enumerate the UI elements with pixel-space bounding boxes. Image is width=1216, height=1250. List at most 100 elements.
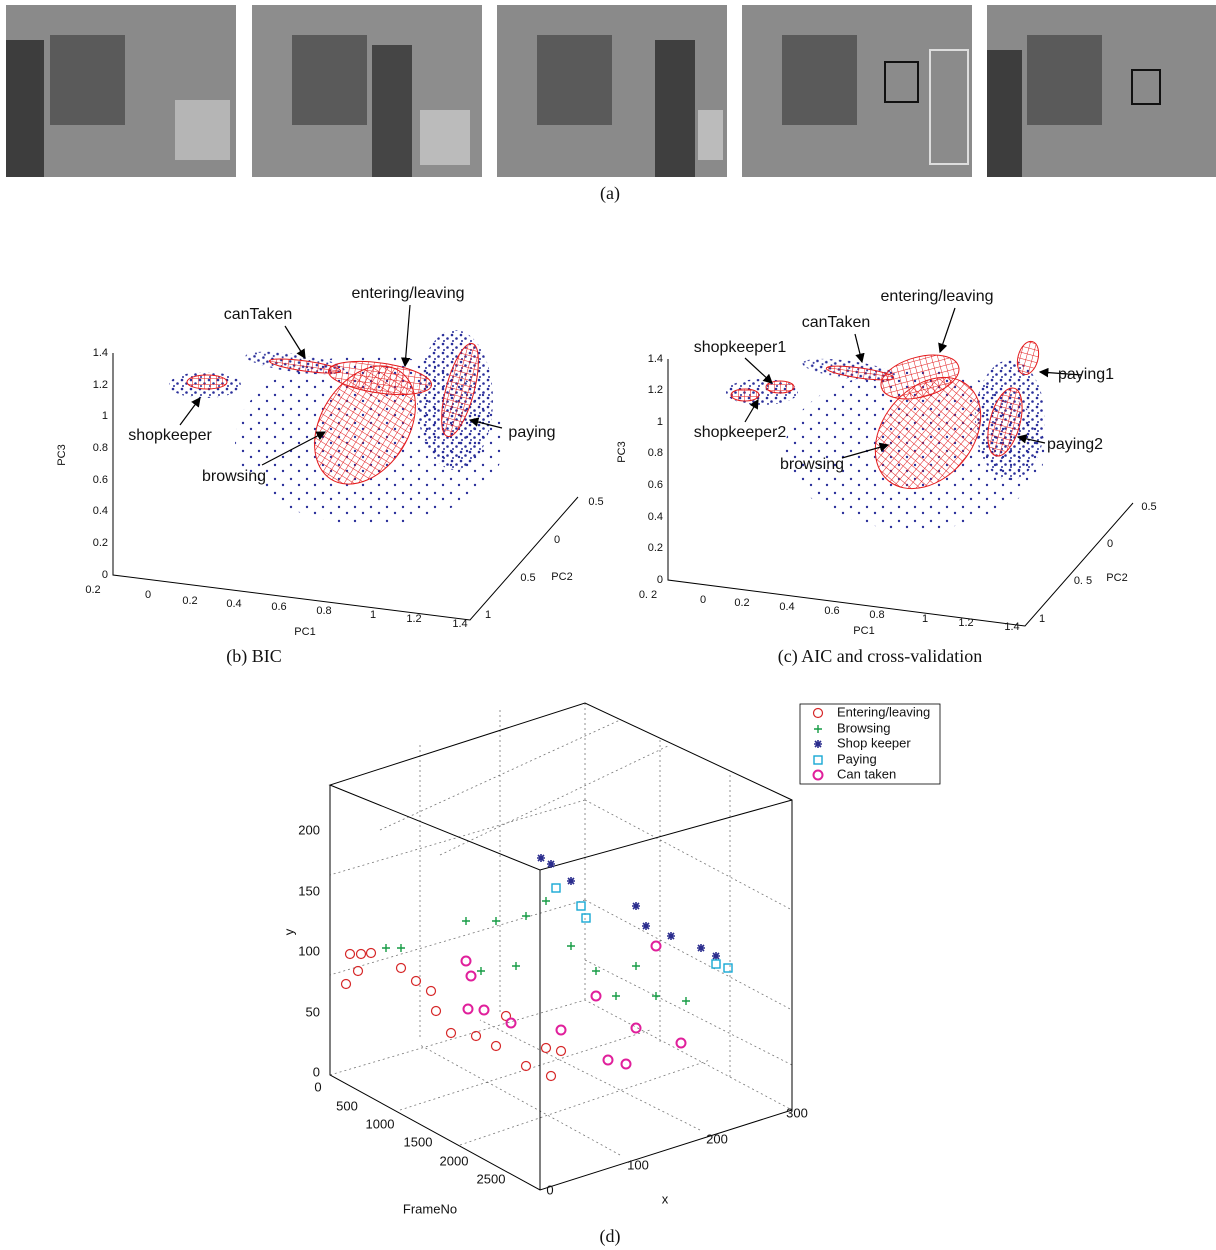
z-tick-label: 0.4 [648, 511, 663, 523]
y-tick-label: 0.5 [1141, 501, 1156, 513]
cluster-ellipse [987, 387, 1023, 457]
annotation: browsing [780, 456, 844, 473]
z-tick-label: 0 [657, 574, 663, 586]
x-tick-label: 0.8 [869, 609, 884, 621]
photo [742, 5, 972, 177]
annotation: shopkeeper [128, 427, 212, 444]
axis-label: PC3 [56, 444, 68, 465]
y-tick-label: 1 [485, 609, 491, 621]
axis-label: PC2 [1106, 572, 1127, 584]
x-tick-label: 1.2 [406, 613, 421, 625]
box [328, 702, 793, 1191]
annotation: canTaken [802, 314, 871, 331]
photo [6, 5, 236, 177]
x-tick-label: 100 [627, 1157, 649, 1172]
frame-tick-label: 1500 [404, 1134, 433, 1149]
cluster-ellipse [730, 388, 760, 402]
x-tick-label: 0. 2 [639, 589, 657, 601]
y-tick-label: 0. 5 [1074, 575, 1092, 587]
y-tick-label: 0.5 [588, 496, 603, 508]
photo [252, 5, 482, 177]
y-tick-label: 100 [298, 943, 320, 958]
plot-d [328, 702, 941, 1191]
x-tick-label: 0 [546, 1182, 553, 1197]
y-tick-label: 0 [313, 1064, 320, 1079]
x-tick-label: 200 [706, 1131, 728, 1146]
x-tick-label: 0.8 [316, 605, 331, 617]
x-tick-label: 1 [922, 613, 928, 625]
axis-label: PC3 [616, 441, 628, 462]
legend-label: Can taken [837, 766, 896, 781]
cluster-ellipse [1016, 340, 1040, 376]
x-tick-label: 0.4 [779, 601, 794, 613]
annotation: canTaken [224, 306, 293, 323]
x-tick-label: 0.2 [734, 597, 749, 609]
z-tick-label: 0.4 [93, 505, 108, 517]
axis-label: x [662, 1191, 669, 1206]
z-tick-label: 1 [657, 416, 663, 428]
annotation: paying1 [1058, 366, 1114, 383]
z-tick-label: 0.2 [648, 542, 663, 554]
photo [987, 5, 1216, 177]
annotation-arrows [179, 304, 503, 466]
caption: (b) BIC [226, 646, 282, 667]
x-tick-label: 1 [370, 609, 376, 621]
grid [329, 703, 793, 1156]
x-tick-label: 0.6 [271, 601, 286, 613]
legend-label: Shop keeper [837, 735, 911, 750]
y-tick-label: 1 [1039, 613, 1045, 625]
x-tick-label: 0.6 [824, 605, 839, 617]
axis-label: PC1 [294, 626, 315, 638]
axes [112, 353, 579, 621]
cluster-ellipse [186, 374, 228, 390]
axis-label: PC1 [853, 625, 874, 637]
annotation: shopkeeper1 [694, 339, 787, 356]
cluster-ellipse [441, 342, 479, 438]
annotation-arrows [744, 307, 1083, 459]
y-tick-label: 0 [554, 534, 560, 546]
z-tick-label: 1 [102, 410, 108, 422]
z-tick-label: 0.2 [93, 537, 108, 549]
legend [799, 703, 941, 785]
x-tick-label: 300 [786, 1105, 808, 1120]
annotation: entering/leaving [881, 288, 994, 305]
cluster-ellipse [314, 365, 416, 485]
y-tick-label: 150 [298, 883, 320, 898]
z-tick-label: 1.4 [648, 353, 663, 365]
legend-label: Browsing [837, 720, 890, 735]
z-tick-label: 0.6 [648, 479, 663, 491]
caption: (a) [600, 183, 620, 204]
y-tick-label: 200 [298, 822, 320, 837]
axes [667, 359, 1134, 627]
z-tick-label: 0 [102, 569, 108, 581]
z-tick-label: 1.2 [93, 379, 108, 391]
annotation: entering/leaving [352, 285, 465, 302]
legend-label: Paying [837, 751, 877, 766]
x-tick-label: 0.4 [226, 598, 241, 610]
markers [340, 853, 733, 1082]
z-tick-label: 0.8 [648, 447, 663, 459]
x-tick-label: 1.4 [1004, 621, 1019, 633]
photo-strip [6, 5, 1216, 177]
z-tick-label: 0.6 [93, 474, 108, 486]
frame-tick-label: 2500 [477, 1171, 506, 1186]
plot-c [667, 307, 1134, 627]
x-tick-label: 0 [145, 589, 151, 601]
frame-tick-label: 2000 [440, 1153, 469, 1168]
axis-label: FrameNo [403, 1201, 457, 1216]
legend-label: Entering/leaving [837, 704, 930, 719]
annotation: paying [508, 424, 555, 441]
z-tick-label: 1.4 [93, 347, 108, 359]
x-tick-label: 1.2 [958, 617, 973, 629]
x-tick-label: 1.4 [452, 618, 467, 630]
annotation: browsing [202, 468, 266, 485]
annotation: shopkeeper2 [694, 424, 787, 441]
y-tick-label: 50 [306, 1004, 320, 1019]
photo [497, 5, 727, 177]
cluster-ellipse [765, 380, 795, 394]
z-tick-label: 0.8 [93, 442, 108, 454]
caption: (c) AIC and cross-validation [778, 646, 982, 667]
